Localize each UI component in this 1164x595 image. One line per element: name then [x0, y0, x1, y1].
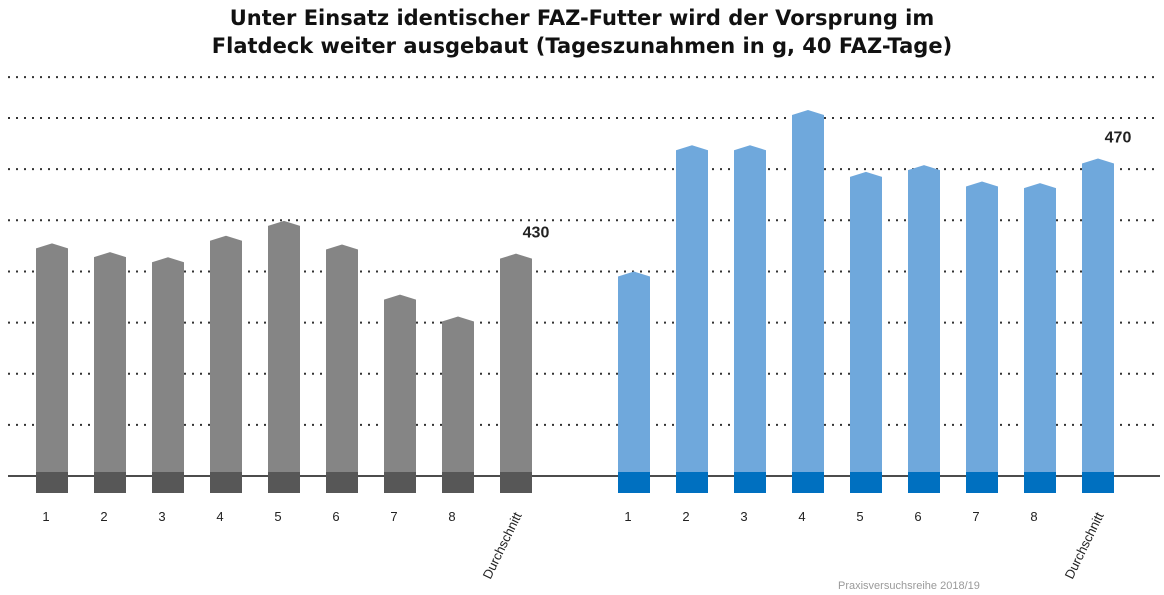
group-1-bar-base-3 — [152, 472, 184, 493]
group-2-bar-4 — [792, 109, 824, 476]
group-2-bar-base-durchschnitt — [1082, 472, 1114, 493]
source-note: Praxisversuchsreihe 2018/19 — [838, 580, 980, 592]
group-1-data-label-durchschnitt: 430 — [523, 225, 550, 242]
group-1-tick-label-durchschnitt: Durchschnitt — [480, 509, 525, 581]
group-2-tick-label-8: 8 — [1030, 509, 1037, 524]
group-1-tick-label-1: 1 — [42, 509, 49, 524]
group-1-bar-base-4 — [210, 472, 242, 493]
group-2-bar-base-5 — [850, 472, 882, 493]
group-1-bar-base-5 — [268, 472, 300, 493]
group-1-bar-base-2 — [94, 472, 126, 493]
group-1-tick-label-2: 2 — [100, 509, 107, 524]
group-1-bar-3 — [152, 257, 184, 476]
group-1-bar-base-8 — [442, 472, 474, 493]
group-2-bar-8 — [1024, 183, 1056, 477]
group-1-bar-8 — [442, 316, 474, 476]
group-2-bar-base-7 — [966, 472, 998, 493]
group-2-bar-1 — [618, 271, 650, 476]
group-1-bar-1 — [36, 243, 68, 476]
group-2-bar-2 — [676, 145, 708, 476]
chart-title: Unter Einsatz identischer FAZ-Futter wir… — [0, 4, 1164, 60]
group-1-bar-7 — [384, 294, 416, 476]
group-2-bar-3 — [734, 145, 766, 476]
group-2-bar-6 — [908, 165, 940, 476]
group-1-bar-6 — [326, 244, 358, 476]
group-1-bar-5 — [268, 220, 300, 476]
group-2-tick-label-6: 6 — [914, 509, 921, 524]
group-2-bar-base-4 — [792, 472, 824, 493]
group-1-tick-label-7: 7 — [390, 509, 397, 524]
group-2-tick-label-4: 4 — [798, 509, 805, 524]
group-2-bar-base-8 — [1024, 472, 1056, 493]
group-2-bar-base-2 — [676, 472, 708, 493]
group-2-tick-label-2: 2 — [682, 509, 689, 524]
group-1-bar-base-durchschnitt — [500, 472, 532, 493]
group-1-bar-base-1 — [36, 472, 68, 493]
group-2-tick-label-7: 7 — [972, 509, 979, 524]
group-2-bar-base-6 — [908, 472, 940, 493]
chart-title-line-1: Unter Einsatz identischer FAZ-Futter wir… — [229, 6, 935, 30]
group-1-tick-label-8: 8 — [448, 509, 455, 524]
group-2-bar-5 — [850, 171, 882, 476]
group-1-bar-base-7 — [384, 472, 416, 493]
group-2-tick-label-durchschnitt: Durchschnitt — [1062, 509, 1107, 581]
group-2-tick-label-5: 5 — [856, 509, 863, 524]
group-1-tick-label-5: 5 — [274, 509, 281, 524]
group-1-bar-base-6 — [326, 472, 358, 493]
group-1-tick-label-3: 3 — [158, 509, 165, 524]
group-2-bar-base-3 — [734, 472, 766, 493]
group-2-data-label-durchschnitt: 470 — [1105, 130, 1132, 147]
group-2-tick-label-3: 3 — [740, 509, 747, 524]
group-1-tick-label-6: 6 — [332, 509, 339, 524]
group-1-tick-label-4: 4 — [216, 509, 223, 524]
group-2-tick-label-1: 1 — [624, 509, 631, 524]
group-1-bar-2 — [94, 252, 126, 476]
group-2-bar-7 — [966, 181, 998, 477]
group-1-bar-4 — [210, 235, 242, 476]
chart-title-line-2: Flatdeck weiter ausgebaut (Tageszunahmen… — [211, 34, 953, 58]
group-1-bar-durchschnitt — [500, 253, 532, 476]
group-2-bar-base-1 — [618, 472, 650, 493]
group-2-bar-durchschnitt — [1082, 158, 1114, 476]
